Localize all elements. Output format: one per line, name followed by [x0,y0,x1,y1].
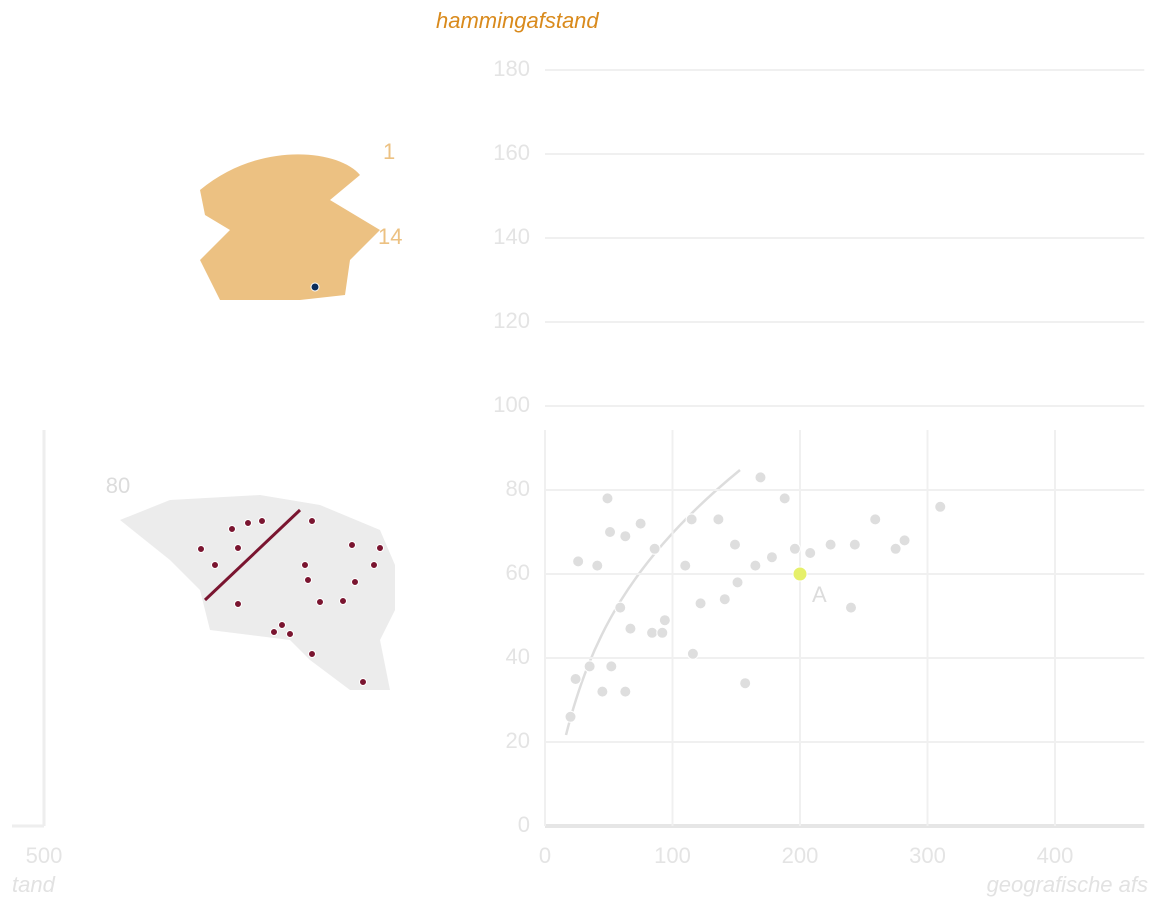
x-axis-title: geografische afs [987,872,1148,897]
x-tick-label: 0 [539,843,551,868]
point [604,526,617,538]
point [648,542,661,555]
point [718,593,731,606]
panel-label: 1 [383,139,395,164]
point [754,471,767,484]
point [728,538,741,551]
y-tick-label: 180 [493,56,530,81]
point [788,542,801,555]
point [889,542,902,555]
y-tick-label: 140 [493,224,530,249]
y-axis-title: hammingafstand [436,8,599,33]
point [898,534,911,547]
point [778,492,791,505]
point [601,492,614,505]
point [596,685,609,698]
point [804,547,817,559]
point [765,551,778,564]
point [619,685,632,698]
x-tick-label: 300 [909,843,946,868]
point [605,660,618,673]
x-tick-label: 400 [1037,843,1074,868]
y-tick-label: 60 [506,560,530,585]
point [619,530,632,543]
point [624,622,637,635]
point [739,677,752,690]
point [869,513,882,526]
point [679,559,692,572]
point [572,555,585,568]
map-points [197,517,384,686]
panel-label: tand [12,872,56,897]
point [824,538,837,551]
point [569,673,582,685]
point [694,597,707,610]
point [845,601,857,614]
trend-curve [564,469,741,736]
point [658,614,671,627]
point [634,517,647,530]
x-tick-label: 200 [782,843,819,868]
point [685,513,698,526]
y-tick-label: 160 [493,140,530,165]
x-tick-label: 100 [654,843,691,868]
point [749,559,762,572]
panel-label: 80 [106,473,130,498]
point [848,538,861,551]
y-tick-label: 40 [506,644,530,669]
point [583,660,596,673]
map-link [203,508,302,602]
point [712,513,725,526]
y-tick-label: 0 [518,812,530,837]
y-tick-label: 100 [493,392,530,417]
y-tick-label: 120 [493,308,530,333]
point [591,559,604,572]
point-label: A [812,582,827,607]
panel-label: 500 [26,843,63,868]
point [614,601,627,614]
highlight-point [792,566,808,582]
map-belgium [120,495,395,690]
point [564,710,577,723]
y-tick-label: 20 [506,728,530,753]
point [686,647,699,660]
map-marker [310,282,320,292]
y-tick-label: 80 [506,476,530,501]
point [731,576,744,589]
point [656,626,669,639]
map-netherlands [200,154,380,300]
point [934,500,947,513]
panel-label: 14 [378,224,402,249]
point [646,626,659,639]
